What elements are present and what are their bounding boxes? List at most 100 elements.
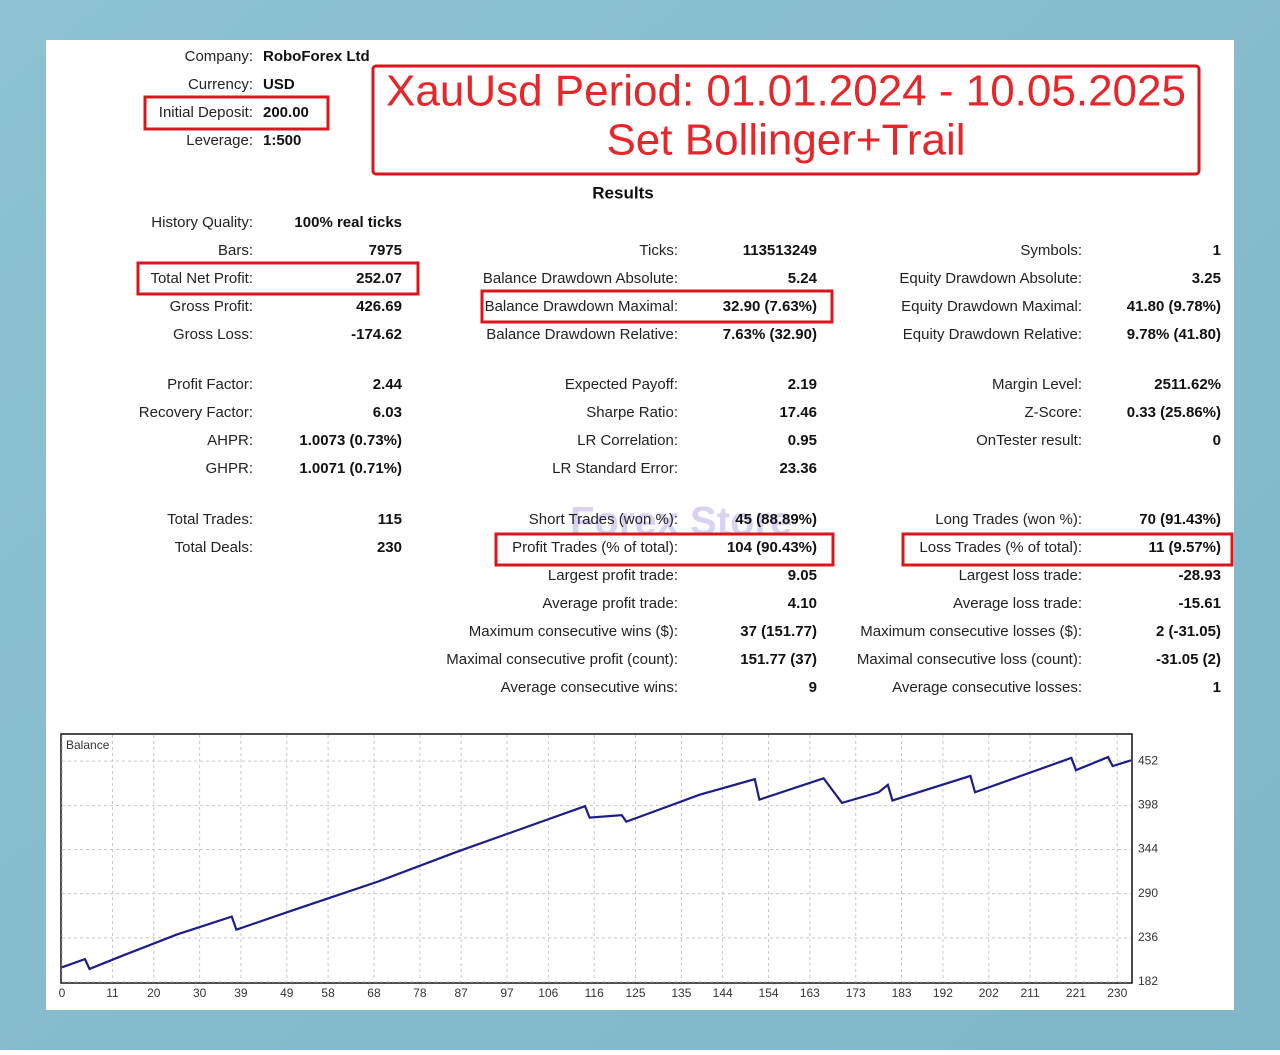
stat-label: Margin Level: (992, 376, 1082, 393)
highlight-box (143, 95, 330, 131)
stat-value: 100% real ticks (294, 214, 402, 231)
stat-label: Maximal consecutive loss (count): (857, 651, 1082, 668)
stat-label: Average consecutive wins: (501, 679, 678, 696)
stat-value: 252.07 (356, 270, 402, 287)
stat-value: 426.69 (356, 298, 402, 315)
x-tick-label: 154 (759, 986, 779, 1000)
stat-value: -15.61 (1178, 595, 1221, 612)
stat-value: 4.10 (788, 595, 817, 612)
stat-value: 6.03 (373, 404, 402, 421)
stat-value: 41.80 (9.78%) (1127, 298, 1221, 315)
stat-label: Symbols: (1020, 242, 1082, 259)
y-tick-label: 344 (1138, 842, 1158, 856)
highlight-box (901, 532, 1234, 567)
stat-value: 37 (151.77) (740, 623, 817, 640)
stat-value: 230 (377, 539, 402, 556)
stat-label: Balance Drawdown Maximal: (485, 298, 678, 315)
stat-value: 0.33 (25.86%) (1127, 404, 1221, 421)
x-tick-label: 221 (1066, 986, 1086, 1000)
stat-value: 5.24 (788, 270, 818, 287)
x-tick-label: 202 (979, 986, 999, 1000)
stat-value: 9 (809, 679, 817, 696)
stat-label: Profit Factor: (167, 376, 253, 393)
stat-label: Largest loss trade: (959, 567, 1082, 584)
chart-title: Balance (66, 738, 110, 752)
stat-value: 151.77 (37) (740, 651, 817, 668)
x-tick-label: 116 (585, 986, 604, 1000)
x-tick-label: 49 (280, 986, 294, 1000)
stat-value: 1 (1213, 679, 1221, 696)
stat-value: 115 (378, 511, 402, 528)
stat-value: 9.78% (41.80) (1127, 326, 1221, 343)
stat-value: 113513249 (743, 242, 817, 259)
x-tick-label: 39 (234, 986, 248, 1000)
y-tick-label: 398 (1138, 798, 1158, 812)
stat-label: Sharpe Ratio: (586, 404, 678, 421)
stat-label: Ticks: (639, 242, 678, 259)
stat-label: Average loss trade: (953, 595, 1082, 612)
stat-label: OnTester result: (976, 432, 1082, 449)
x-tick-label: 11 (106, 986, 119, 1000)
header-value: 1:500 (263, 132, 301, 149)
stat-label: Average profit trade: (542, 595, 678, 612)
x-tick-label: 173 (846, 986, 866, 1000)
x-tick-label: 183 (892, 986, 912, 1000)
y-tick-label: 452 (1138, 753, 1158, 767)
x-tick-label: 30 (193, 986, 207, 1000)
stat-value: -174.62 (351, 326, 402, 343)
stat-value: 70 (91.43%) (1139, 511, 1221, 528)
stat-value: 1 (1213, 242, 1221, 259)
header-label: Currency: (188, 76, 253, 93)
results-title: Results (592, 183, 653, 202)
stat-label: Equity Drawdown Absolute: (899, 270, 1082, 287)
stat-value: 2511.62% (1154, 376, 1221, 393)
chart-frame (60, 733, 1133, 984)
stat-value: 1.0073 (0.73%) (299, 432, 402, 449)
stat-value: 7.63% (32.90) (723, 326, 817, 343)
stat-value: 2.19 (788, 376, 817, 393)
stat-label: AHPR: (207, 432, 253, 449)
x-tick-label: 230 (1107, 986, 1127, 1000)
header-value: 200.00 (263, 104, 309, 121)
stat-label: Total Deals: (175, 539, 253, 556)
x-tick-label: 135 (671, 986, 691, 1000)
stat-value: 2 (-31.05) (1156, 623, 1221, 640)
stat-value: 7975 (369, 242, 402, 259)
banner-line: XauUsd Period: 01.01.2024 - 10.05.2025 (386, 67, 1186, 116)
stat-label: Total Trades: (167, 511, 253, 528)
header-value: USD (263, 76, 295, 93)
stat-label: Short Trades (won %): (529, 511, 678, 528)
stat-label: Loss Trades (% of total): (919, 539, 1082, 556)
stat-label: Total Net Profit: (150, 270, 253, 287)
stat-label: History Quality: (151, 214, 253, 231)
stat-value: 17.46 (779, 404, 817, 421)
header-value: RoboForex Ltd (263, 48, 370, 65)
y-tick-label: 182 (1138, 974, 1158, 988)
stat-value: 2.44 (373, 376, 403, 393)
stat-label: Recovery Factor: (139, 404, 253, 421)
stat-value: 0.95 (788, 432, 817, 449)
balance-line (61, 755, 1132, 971)
x-tick-label: 125 (625, 986, 645, 1000)
stat-label: Largest profit trade: (548, 567, 678, 584)
x-tick-label: 97 (500, 986, 514, 1000)
stat-value: 32.90 (7.63%) (723, 298, 817, 315)
x-tick-label: 106 (538, 986, 558, 1000)
x-tick-label: 144 (713, 986, 733, 1000)
x-tick-label: 58 (321, 986, 335, 1000)
stat-value: 23.36 (779, 460, 817, 477)
stat-label: Maximum consecutive wins ($): (469, 623, 678, 640)
x-tick-label: 78 (413, 986, 427, 1000)
stat-label: Average consecutive losses: (892, 679, 1082, 696)
highlight-box (480, 289, 834, 324)
stat-label: LR Correlation: (577, 432, 678, 449)
stat-value: -28.93 (1178, 567, 1221, 584)
stat-value: 3.25 (1192, 270, 1221, 287)
stat-label: Equity Drawdown Maximal: (901, 298, 1082, 315)
header-label: Company: (185, 48, 253, 65)
x-tick-label: 0 (59, 986, 66, 1000)
highlight-box (494, 532, 835, 567)
x-tick-label: 211 (1020, 986, 1039, 1000)
y-tick-label: 290 (1138, 886, 1158, 900)
stat-label: Gross Loss: (173, 326, 253, 343)
